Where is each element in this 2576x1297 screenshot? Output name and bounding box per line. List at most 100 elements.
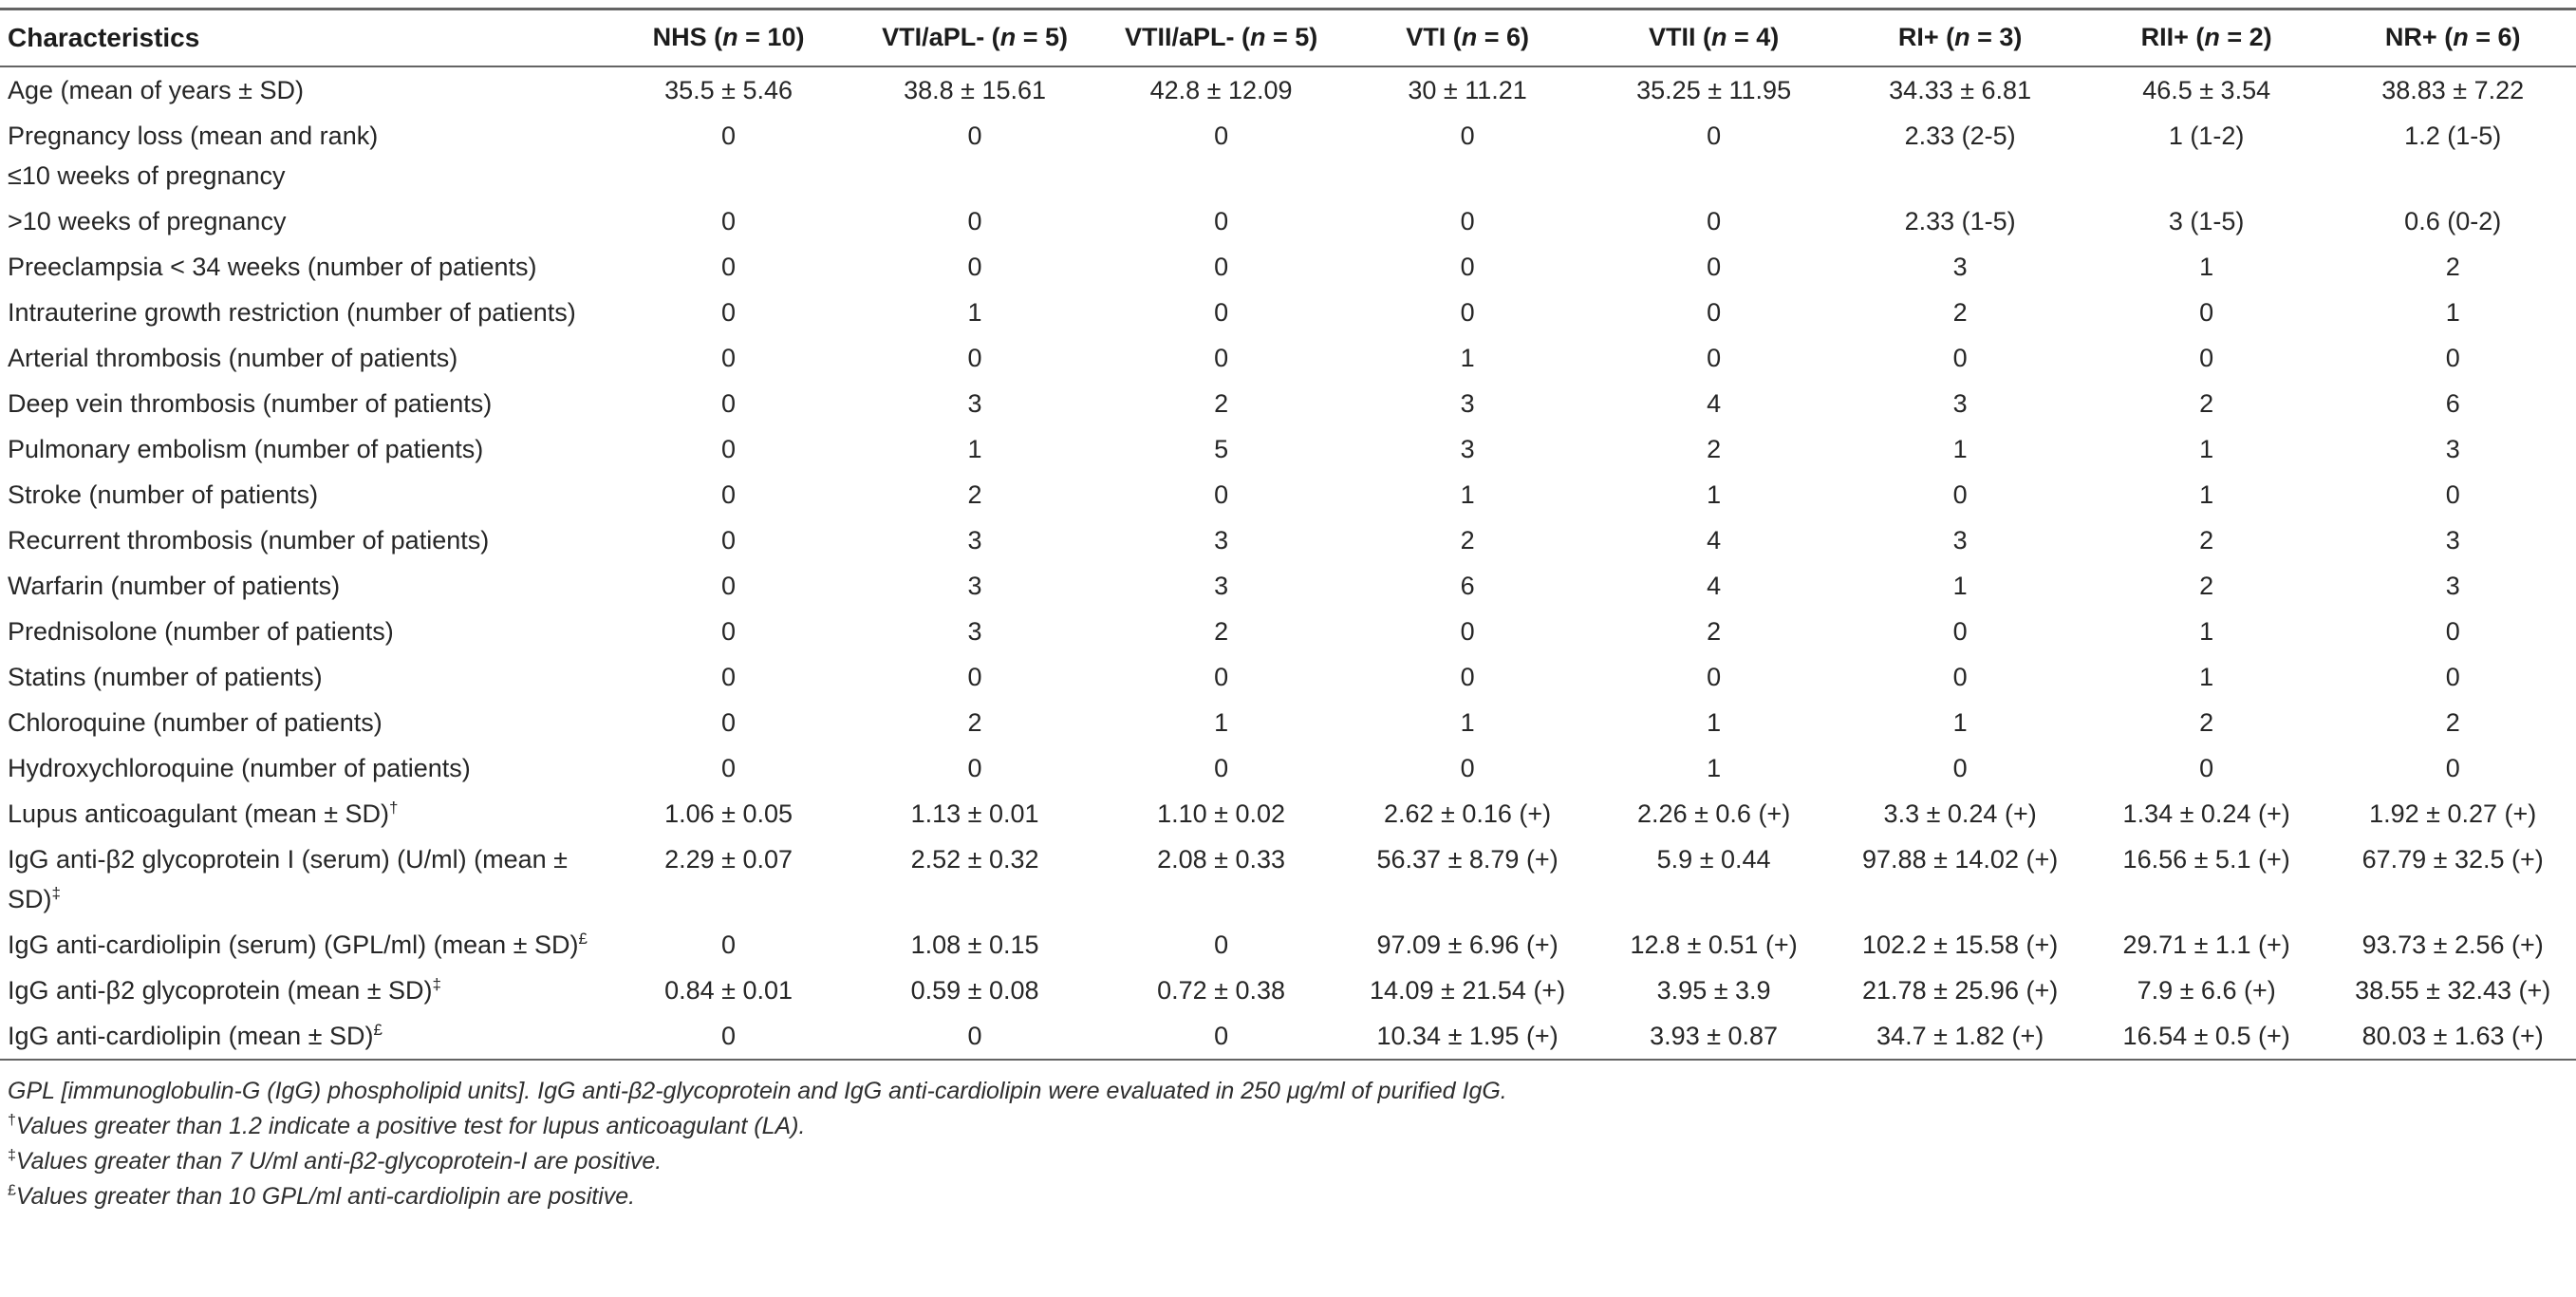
row-label: Statins (number of patients) <box>8 662 323 691</box>
data-cell: 1 <box>1460 343 1475 372</box>
row-label: Preeclampsia < 34 weeks (number of patie… <box>8 252 537 281</box>
data-cell: 0 <box>2199 343 2214 372</box>
data-cell: 3 (1-5) <box>2168 206 2245 235</box>
data-cell: 0 <box>967 753 982 782</box>
data-cell: 2 <box>1707 434 1722 463</box>
data-cell: 0 <box>1707 121 1722 150</box>
data-cell: 34.7 ± 1.82 (+) <box>1876 1021 2044 1050</box>
data-cell: 0 <box>967 1021 982 1050</box>
table-row: Prednisolone (number of patients) 0 3 2 0 2 0 1… <box>0 609 2576 654</box>
data-cell: 0 <box>1952 616 1968 646</box>
table-row: IgG anti-β2 glycoprotein I (serum) (U/ml… <box>0 836 2576 922</box>
table-row: Age (mean of years ± SD) 35.5 ± 5.46 38.8 … <box>0 66 2576 113</box>
data-cell: 2.33 (1-5) <box>1904 206 2016 235</box>
data-cell: 67.79 ± 32.5 (+) <box>2361 844 2544 874</box>
column-header: RII+ (n = 2) <box>2140 23 2272 52</box>
data-cell: 93.73 ± 2.56 (+) <box>2361 930 2544 959</box>
data-cell: 2.29 ± 0.07 <box>664 844 793 874</box>
data-cell: 1 <box>2199 434 2214 463</box>
table-row: Chloroquine (number of patients) 0 2 1 1 1 1 2 2 <box>0 700 2576 745</box>
footnote: £Values greater than 10 GPL/ml anti-card… <box>8 1182 636 1210</box>
data-cell: 4 <box>1707 388 1722 418</box>
data-cell: 2 <box>2445 707 2460 737</box>
data-cell: 0 <box>1460 662 1475 691</box>
data-cell: 2.33 (2-5) <box>1904 121 2016 150</box>
data-cell: 16.54 ± 0.5 (+) <box>2122 1021 2290 1050</box>
data-cell: 0 <box>1952 479 1968 509</box>
data-cell: 0 <box>1214 343 1229 372</box>
data-cell: 0 <box>721 434 737 463</box>
row-label: IgG anti-cardiolipin (serum) (GPL/ml) (m… <box>8 929 588 959</box>
data-cell: 46.5 ± 3.54 <box>2142 75 2271 104</box>
data-cell: 1 <box>1952 434 1968 463</box>
data-cell: 3.93 ± 0.87 <box>1650 1021 1779 1050</box>
data-cell: 1 <box>1707 707 1722 737</box>
data-cell: 6 <box>2445 388 2460 418</box>
data-cell: 0 <box>967 343 982 372</box>
data-cell: 0 <box>1707 206 1722 235</box>
data-cell: 29.71 ± 1.1 (+) <box>2122 930 2290 959</box>
data-cell: 0 <box>2199 753 2214 782</box>
data-cell: 1.13 ± 0.01 <box>910 799 1039 828</box>
column-header-characteristics: Characteristics <box>8 22 200 52</box>
column-header: NR+ (n = 6) <box>2384 23 2521 52</box>
data-cell: 0 <box>1214 930 1229 959</box>
data-cell: 0 <box>721 707 737 737</box>
data-cell: 2.62 ± 0.16 (+) <box>1384 799 1552 828</box>
table-row: Pregnancy loss (mean and rank) ≤10 weeks … <box>0 113 2576 198</box>
data-cell: 2 <box>1214 616 1229 646</box>
data-cell: 0 <box>1460 252 1475 281</box>
data-cell: 1 <box>967 297 982 327</box>
table-row: IgG anti-β2 glycoprotein (mean ± SD)‡ 0.8… <box>0 968 2576 1013</box>
table-row: Hydroxychloroquine (number of patients) 0… <box>0 745 2576 791</box>
data-cell: 35.5 ± 5.46 <box>664 75 793 104</box>
data-cell: 1 <box>2445 297 2460 327</box>
data-cell: 1.92 ± 0.27 (+) <box>2369 799 2537 828</box>
data-cell: 0 <box>2445 662 2460 691</box>
data-cell: 97.09 ± 6.96 (+) <box>1376 930 1559 959</box>
data-cell: 2 <box>2445 252 2460 281</box>
data-cell: 2 <box>967 707 982 737</box>
column-header: VTII/aPL- (n = 5) <box>1124 23 1318 52</box>
table-row: Arterial thrombosis (number of patients)… <box>0 335 2576 381</box>
data-cell: 0 <box>1952 753 1968 782</box>
data-cell: 0 <box>721 1021 737 1050</box>
data-cell: 1 <box>967 434 982 463</box>
data-cell: 0 <box>1214 206 1229 235</box>
data-cell: 2 <box>2199 571 2214 600</box>
data-cell: 0 <box>721 388 737 418</box>
data-cell: 16.56 ± 5.1 (+) <box>2122 844 2290 874</box>
data-cell: 0 <box>967 206 982 235</box>
data-cell: 2 <box>1707 616 1722 646</box>
table-row: Lupus anticoagulant (mean ± SD)† 1.06 ± 0… <box>0 791 2576 836</box>
data-cell: 0 <box>721 616 737 646</box>
data-cell: 21.78 ± 25.96 (+) <box>1862 975 2059 1005</box>
data-cell: 1 <box>2199 252 2214 281</box>
data-cell: 1.10 ± 0.02 <box>1157 799 1286 828</box>
data-cell: 2.52 ± 0.32 <box>910 844 1039 874</box>
column-header: VTII (n = 4) <box>1648 23 1780 52</box>
data-cell: 1 <box>1460 479 1475 509</box>
data-cell: 1 <box>1214 707 1229 737</box>
data-cell: 1 (1-2) <box>2168 121 2245 150</box>
data-cell: 7.9 ± 6.6 (+) <box>2137 975 2276 1005</box>
data-cell: 3 <box>1952 252 1968 281</box>
data-cell: 0.59 ± 0.08 <box>910 975 1039 1005</box>
data-cell: 3 <box>967 616 982 646</box>
table-row: >10 weeks of pregnancy 0 0 0 0 0 2.33 (1-5) 3 (… <box>0 198 2576 244</box>
data-cell: 3 <box>2445 434 2460 463</box>
data-cell: 2 <box>2199 388 2214 418</box>
data-cell: 1 <box>1952 707 1968 737</box>
row-label: Hydroxychloroquine (number of patients) <box>8 753 471 782</box>
data-cell: 3 <box>967 525 982 555</box>
table-row: IgG anti-cardiolipin (mean ± SD)£ 0 0 0 10.3… <box>0 1013 2576 1060</box>
data-cell: 0 <box>1214 121 1229 150</box>
data-cell: 0 <box>721 525 737 555</box>
data-cell: 4 <box>1707 525 1722 555</box>
data-cell: 2.08 ± 0.33 <box>1157 844 1286 874</box>
table-row: Statins (number of patients) 0 0 0 0 0 0 1 0 <box>0 654 2576 700</box>
data-cell: 1 <box>2199 662 2214 691</box>
data-cell: 0 <box>967 252 982 281</box>
row-label: Recurrent thrombosis (number of patients… <box>8 525 490 555</box>
data-cell: 2 <box>2199 707 2214 737</box>
